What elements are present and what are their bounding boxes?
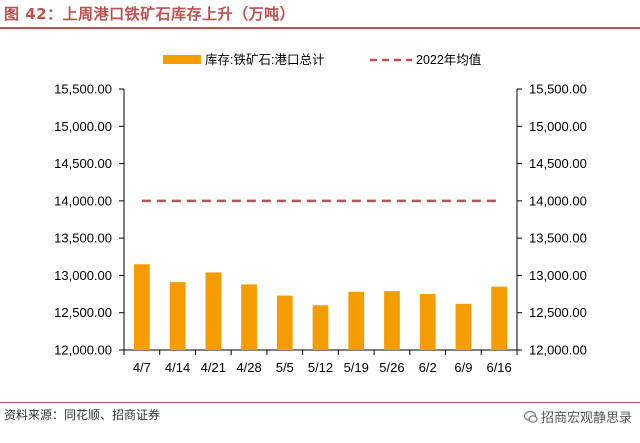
title-rule (0, 27, 640, 29)
source-note: 资料来源：同花顺、招商证券 (4, 408, 161, 422)
y-tick-label-right: 12,000.00 (529, 343, 587, 358)
x-tick-label: 4/28 (236, 360, 261, 375)
y-tick-label-left: 13,000.00 (54, 268, 112, 283)
bar (419, 294, 436, 350)
bar (455, 303, 472, 350)
x-tick-label: 5/12 (308, 360, 333, 375)
x-tick-label: 6/9 (454, 360, 472, 375)
y-tick-label-left: 14,000.00 (54, 193, 112, 208)
bar (491, 286, 507, 350)
bar (312, 305, 329, 350)
x-tick-labels: 4/7 4/14 4/21 4/28 5/5 5/12 5/19 5/26 6/2 6/9 6/16 (133, 360, 512, 375)
legend: 库存:铁矿石:港口总计 2022年均值 (163, 52, 481, 67)
y-tick-label-left: 15,500.00 (54, 82, 112, 97)
y-tick-label-right: 15,500.00 (529, 82, 587, 97)
y-tick-label-left: 12,000.00 (54, 343, 112, 358)
legend-label-line: 2022年均值 (416, 52, 481, 67)
y-tick-labels-right: 12,000.00 12,500.00 13,000.00 13,500.00 14,0… (529, 82, 587, 358)
x-tick-label: 4/21 (201, 360, 226, 375)
y-tick-labels-left: 12,000.00 12,500.00 13,000.00 13,500.00 14,0… (54, 82, 112, 358)
bar-series (134, 264, 507, 350)
bar (348, 291, 365, 350)
chart-area: 库存:铁矿石:港口总计 2022年均值 4/7 4/14 4/21 4/28 5/5 5/… (54, 52, 587, 375)
bar (169, 282, 186, 350)
legend-label-bar: 库存:铁矿石:港口总计 (205, 52, 324, 67)
watermark: 招商宏观静思录 (523, 407, 632, 426)
y-tick-label-right: 14,000.00 (529, 193, 587, 208)
bar (384, 291, 400, 350)
y-tick-label-right: 13,000.00 (529, 268, 587, 283)
y-tick-label-right: 13,500.00 (529, 231, 587, 246)
x-tick-label: 4/7 (133, 360, 151, 375)
y-tick-label-left: 13,500.00 (54, 231, 112, 246)
wechat-icon (523, 410, 538, 423)
x-tick-label: 6/2 (419, 360, 437, 375)
bar (205, 272, 222, 350)
x-tick-label: 5/19 (344, 360, 369, 375)
y-tick-label-right: 12,500.00 (529, 305, 587, 320)
chart-title: 图 42：上周港口铁矿石库存上升（万吨） (4, 5, 296, 23)
legend-swatch-bar (163, 55, 201, 64)
y-tick-label-right: 15,000.00 (529, 119, 587, 134)
y-tick-label-right: 14,500.00 (529, 156, 587, 171)
y-tick-label-left: 15,000.00 (54, 119, 112, 134)
x-tick-label: 5/5 (276, 360, 294, 375)
axes (119, 88, 522, 355)
y-tick-label-left: 12,500.00 (54, 305, 112, 320)
bar (276, 295, 293, 350)
bar (134, 264, 150, 350)
x-tick-label: 6/16 (486, 360, 511, 375)
x-tick-label: 4/14 (165, 360, 190, 375)
x-tick-label: 5/26 (379, 360, 404, 375)
y-tick-label-left: 14,500.00 (54, 156, 112, 171)
watermark-text: 招商宏观静思录 (540, 411, 632, 426)
footer-rule (0, 402, 640, 403)
bar (241, 284, 257, 350)
